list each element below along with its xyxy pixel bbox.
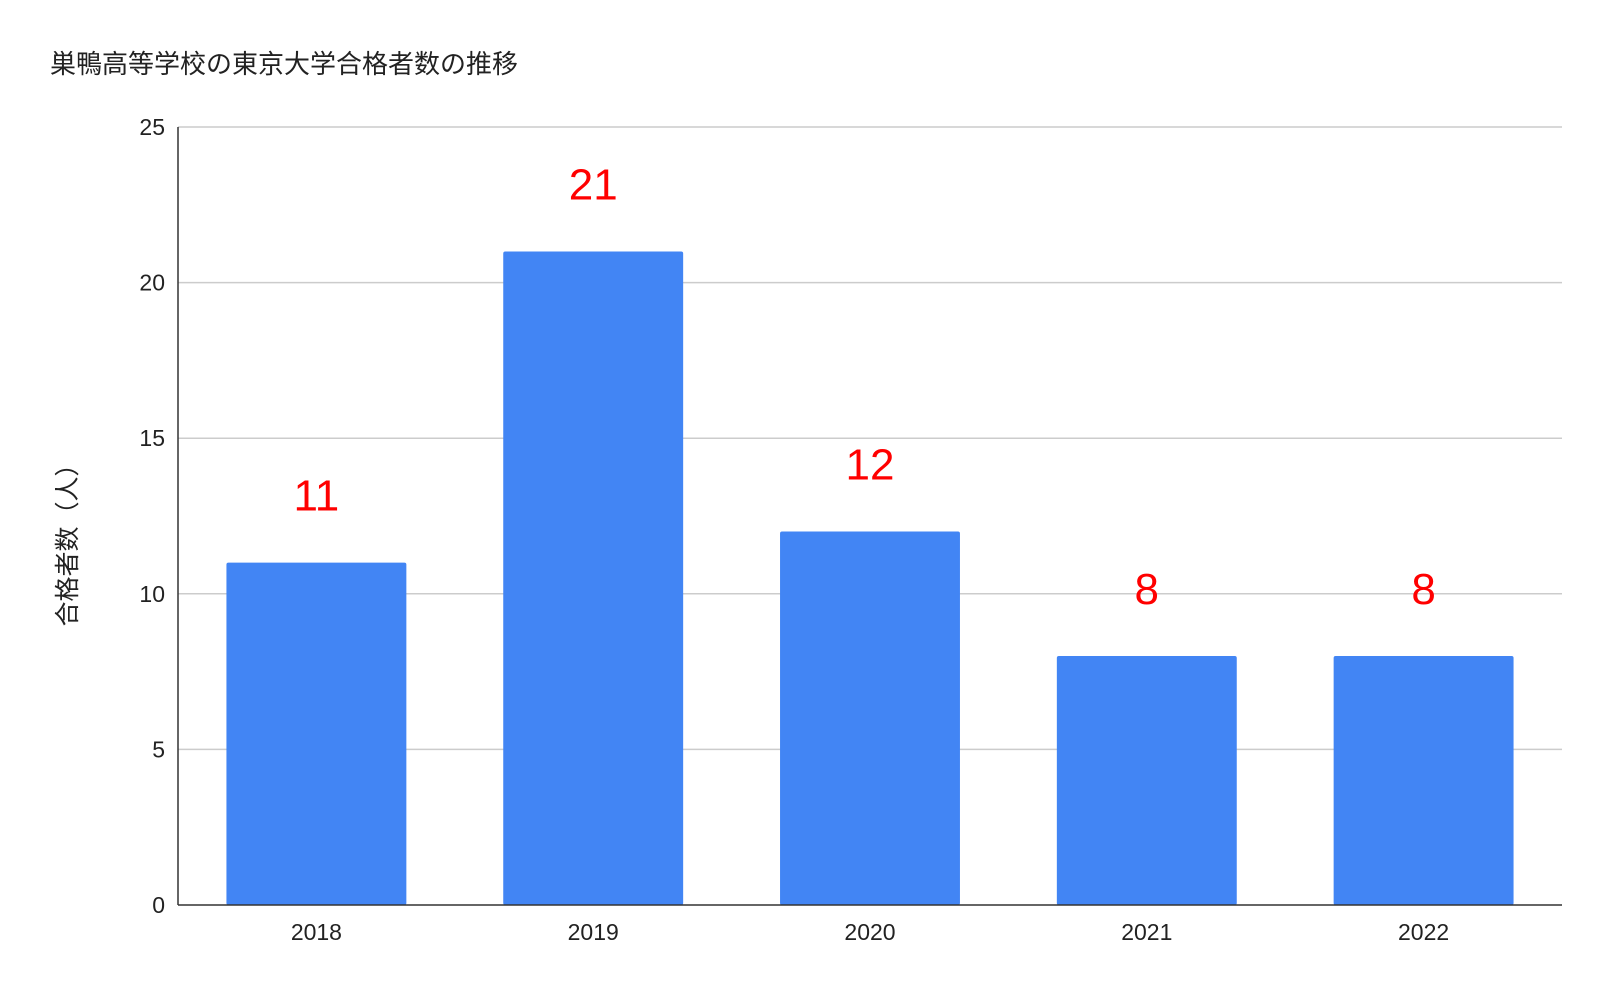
y-tick-label: 0 [152,892,165,918]
x-tick-label: 2021 [1121,919,1172,945]
bar [780,531,960,905]
data-label: 11 [294,472,340,521]
bar [1333,656,1514,905]
data-label: 21 [569,160,618,209]
x-tick-label: 2018 [291,919,342,945]
bar [503,251,684,906]
bar [1056,656,1237,905]
y-tick-label: 5 [152,736,165,762]
data-label: 8 [1411,565,1435,614]
y-tick-label: 20 [139,270,165,296]
data-label: 8 [1135,565,1159,614]
y-tick-label: 25 [139,114,165,140]
x-tick-label: 2019 [568,919,619,945]
y-tick-label: 10 [139,581,165,607]
bar [226,562,407,905]
x-tick-label: 2020 [844,919,895,945]
data-label: 12 [846,441,895,490]
x-tick-label: 2022 [1398,919,1449,945]
chart-title: 巣鴨高等学校の東京大学合格者数の推移 [50,50,519,80]
y-tick-label: 15 [139,425,165,451]
